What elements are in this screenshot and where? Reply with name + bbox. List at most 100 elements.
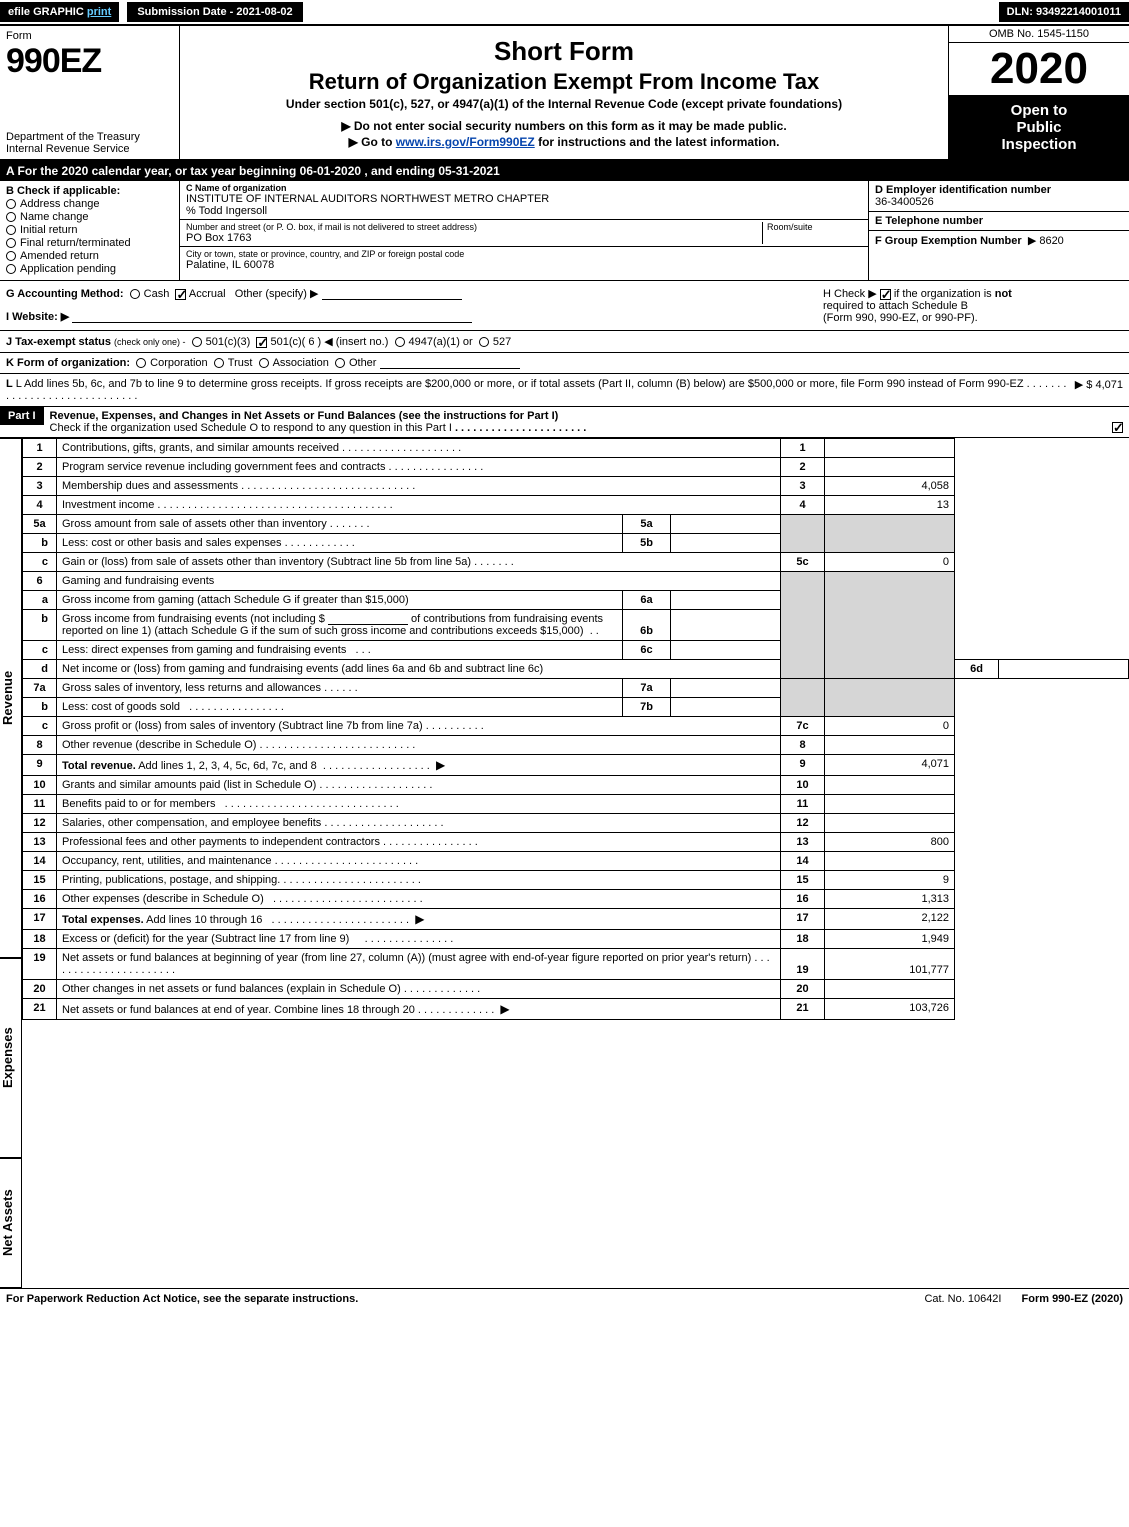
row-g-h: G Accounting Method: Cash Accrual Other … [0,281,1129,331]
line-7b: b Less: cost of goods sold . . . . . . .… [23,698,1129,717]
org-name-row: C Name of organization INSTITUTE OF INTE… [180,181,868,220]
contrib-amount-field[interactable] [328,613,408,625]
line-11: 11 Benefits paid to or for members . . .… [23,795,1129,814]
line-8: 8 Other revenue (describe in Schedule O)… [23,736,1129,755]
line-13: 13 Professional fees and other payments … [23,833,1129,852]
ein-row: D Employer identification number 36-3400… [869,181,1129,212]
row-l: L L Add lines 5b, 6c, and 7b to line 9 t… [0,374,1129,407]
group-label: F Group Exemption Number [875,235,1022,247]
l-text: L Add lines 5b, 6c, and 7b to line 9 to … [16,378,1024,390]
submission-date: Submission Date - 2021-08-02 [125,0,304,24]
chk-trust[interactable] [214,358,224,368]
open-line3: Inspection [953,136,1125,153]
chk-sched-o[interactable] [1112,422,1123,433]
line-15: 15 Printing, publications, postage, and … [23,871,1129,890]
ssn-warning: ▶ Do not enter social security numbers o… [188,119,940,133]
box-b: B Check if applicable: Address change Na… [0,181,180,280]
short-form-title: Short Form [188,36,940,67]
chk-initial[interactable]: Initial return [6,224,173,236]
form-header: Form 990EZ Department of the Treasury In… [0,26,1129,161]
open-public-box: Open to Public Inspection [949,96,1129,159]
city-label: City or town, state or province, country… [186,249,862,259]
efile-prefix: efile [8,6,30,18]
phone-row: E Telephone number [869,212,1129,231]
box-b-title: B Check if applicable: [6,185,173,197]
group-exemption-row: F Group Exemption Number ▶ 8620 [869,231,1129,280]
street-row: Number and street (or P. O. box, if mail… [180,220,868,247]
chk-527[interactable] [479,337,489,347]
tax-period: A For the 2020 calendar year, or tax yea… [0,161,1129,181]
chk-sched-b[interactable] [880,289,891,300]
row-h: H Check ▶ if the organization is not req… [823,287,1123,324]
k-label: K Form of organization: [6,357,130,369]
line-1: 1 Contributions, gifts, grants, and simi… [23,439,1129,458]
side-expenses: Expenses [0,958,22,1158]
care-of: % Todd Ingersoll [186,205,862,217]
phone-label: E Telephone number [875,215,1123,227]
chk-corp[interactable] [136,358,146,368]
dept-line1: Department of the Treasury [6,131,173,143]
line-21: 21 Net assets or fund balances at end of… [23,999,1129,1020]
chk-501c3[interactable] [192,337,202,347]
part-1-title: Revenue, Expenses, and Changes in Net As… [44,407,1129,437]
line-6c: c Less: direct expenses from gaming and … [23,641,1129,660]
chk-4947[interactable] [395,337,405,347]
line-6: 6 Gaming and fundraising events [23,572,1129,591]
row-j: J Tax-exempt status (check only one) - 5… [0,331,1129,353]
header-left: Form 990EZ Department of the Treasury In… [0,26,180,159]
chk-amended[interactable]: Amended return [6,250,173,262]
street-label: Number and street (or P. O. box, if mail… [186,222,762,232]
box-d: D Employer identification number 36-3400… [869,181,1129,280]
other-org-field[interactable] [380,357,520,369]
group-value: ▶ 8620 [1028,235,1064,247]
goto-pre: ▶ Go to [349,135,396,149]
open-line2: Public [953,119,1125,136]
chk-501c[interactable] [256,337,267,348]
l-value: ▶ $ 4,071 [1067,378,1123,402]
chk-accrual[interactable] [175,289,186,300]
chk-final[interactable]: Final return/terminated [6,237,173,249]
goto-post: for instructions and the latest informat… [535,135,780,149]
street: PO Box 1763 [186,232,762,244]
line-5a: 5a Gross amount from sale of assets othe… [23,515,1129,534]
g-label: G Accounting Method: [6,288,124,300]
row-k: K Form of organization: Corporation Trus… [0,353,1129,374]
return-title: Return of Organization Exempt From Incom… [188,69,940,95]
line-14: 14 Occupancy, rent, utilities, and maint… [23,852,1129,871]
chk-name[interactable]: Name change [6,211,173,223]
other-specify-field[interactable] [322,288,462,300]
org-name-label: C Name of organization [186,183,862,193]
part-1-check: Check if the organization used Schedule … [50,422,452,434]
part-1-body: Revenue Expenses Net Assets 1 Contributi… [0,438,1129,1288]
page-footer: For Paperwork Reduction Act Notice, see … [0,1288,1129,1309]
j-sub: (check only one) - [114,337,186,347]
goto-line: ▶ Go to www.irs.gov/Form990EZ for instru… [188,135,940,149]
line-10: 10 Grants and similar amounts paid (list… [23,776,1129,795]
line-3: 3 Membership dues and assessments . . . … [23,477,1129,496]
chk-assoc[interactable] [259,358,269,368]
room-label: Room/suite [767,222,862,232]
chk-other-org[interactable] [335,358,345,368]
line-9: 9 Total revenue. Add lines 1, 2, 3, 4, 5… [23,755,1129,776]
city-row: City or town, state or province, country… [180,247,868,273]
efile-print-link[interactable]: print [87,6,111,18]
part-1-label: Part I [0,407,44,425]
lines-table: 1 Contributions, gifts, grants, and simi… [22,438,1129,1020]
row-g: G Accounting Method: Cash Accrual Other … [6,287,803,324]
h-text2: if the organization is [894,288,992,300]
irs-link[interactable]: www.irs.gov/Form990EZ [396,135,535,149]
line-5b: b Less: cost or other basis and sales ex… [23,534,1129,553]
chk-address[interactable]: Address change [6,198,173,210]
j-label: J Tax-exempt status [6,336,111,348]
chk-pending[interactable]: Application pending [6,263,173,275]
dept-treasury: Department of the Treasury Internal Reve… [6,131,173,155]
line-20: 20 Other changes in net assets or fund b… [23,980,1129,999]
omb-number: OMB No. 1545-1150 [949,26,1129,43]
side-net-assets: Net Assets [0,1158,22,1288]
info-grid: B Check if applicable: Address change Na… [0,181,1129,281]
open-line1: Open to [953,102,1125,119]
header-mid: Short Form Return of Organization Exempt… [180,26,949,159]
tax-year: 2020 [949,43,1129,96]
chk-cash[interactable] [130,289,140,299]
website-field[interactable] [72,311,472,323]
